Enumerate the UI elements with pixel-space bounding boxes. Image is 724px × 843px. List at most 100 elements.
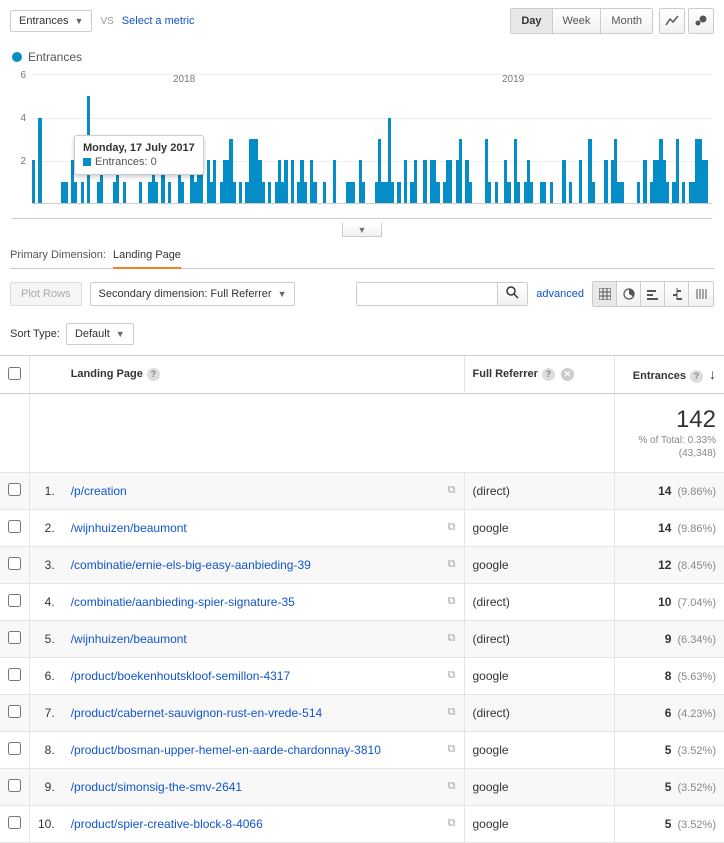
chart-bar [666, 182, 669, 203]
landing-page-link[interactable]: /p/creation [71, 484, 127, 498]
landing-page-link[interactable]: /combinatie/aanbieding-spier-signature-3… [71, 595, 295, 609]
chart-area: Entrances 6 4 2 Monday, 17 July 2017 Ent… [0, 42, 724, 237]
week-button[interactable]: Week [553, 9, 602, 33]
search-button[interactable] [497, 283, 527, 305]
chart-bar [682, 182, 685, 203]
row-checkbox[interactable] [8, 705, 21, 718]
expand-button[interactable]: ▼ [342, 223, 382, 237]
row-checkbox[interactable] [8, 779, 21, 792]
landing-page-link[interactable]: /wijnhuizen/beaumont [71, 521, 187, 535]
chart-bar [362, 182, 365, 203]
chart-bar [397, 182, 400, 203]
metric-label: Entrances [19, 15, 69, 27]
chart-bar [81, 182, 84, 203]
row-checkbox[interactable] [8, 668, 21, 681]
open-link-icon[interactable]: ⧉ [448, 817, 456, 830]
top-right: Day Week Month [510, 8, 714, 34]
landing-page-link[interactable]: /product/cabernet-sauvignon-rust-en-vred… [71, 706, 322, 720]
help-icon[interactable]: ? [542, 368, 555, 381]
row-checkbox[interactable] [8, 483, 21, 496]
tooltip-title: Monday, 17 July 2017 [83, 142, 195, 154]
pie-chart-icon[interactable] [617, 282, 641, 306]
open-link-icon[interactable]: ⧉ [448, 595, 456, 608]
open-link-icon[interactable]: ⧉ [448, 632, 456, 645]
sort-select[interactable]: Default ▼ [66, 323, 134, 345]
advanced-link[interactable]: advanced [536, 288, 584, 300]
chart-bar [592, 182, 595, 203]
row-landing-page: /product/bosman-upper-hemel-en-aarde-cha… [63, 732, 464, 769]
help-icon[interactable]: ? [147, 368, 160, 381]
select-metric-link[interactable]: Select a metric [122, 15, 195, 27]
open-link-icon[interactable]: ⧉ [448, 521, 456, 534]
plot-rows-button[interactable]: Plot Rows [10, 282, 82, 306]
sort-arrow-icon: ↓ [709, 366, 716, 382]
chart-bar [268, 182, 271, 203]
header-landing-page[interactable]: Landing Page? [63, 356, 464, 394]
header-lp-label: Landing Page [71, 368, 143, 380]
row-referrer: (direct) [464, 695, 614, 732]
chart-bar [495, 182, 498, 203]
row-referrer: google [464, 769, 614, 806]
chart-bar [543, 182, 546, 203]
row-checkbox[interactable] [8, 594, 21, 607]
open-link-icon[interactable]: ⧉ [448, 706, 456, 719]
dimension-value[interactable]: Landing Page [113, 249, 181, 269]
chart-bar [213, 160, 216, 203]
row-number: 7. [30, 695, 63, 732]
chart-bar [449, 160, 452, 203]
chart-bar [181, 182, 184, 203]
open-link-icon[interactable]: ⧉ [448, 669, 456, 682]
open-link-icon[interactable]: ⧉ [448, 484, 456, 497]
landing-page-link[interactable]: /product/bosman-upper-hemel-en-aarde-cha… [71, 743, 381, 757]
chart-plot[interactable]: Monday, 17 July 2017 Entrances: 0 [32, 74, 712, 204]
total-value: 142 [623, 406, 717, 434]
table-row: 10./product/spier-creative-block-8-4066⧉… [0, 806, 724, 843]
table-row: 3./combinatie/ernie-els-big-easy-aanbied… [0, 547, 724, 584]
landing-page-link[interactable]: /product/boekenhoutskloof-semillon-4317 [71, 669, 290, 683]
motion-chart-icon[interactable] [688, 8, 714, 34]
open-link-icon[interactable]: ⧉ [448, 780, 456, 793]
chart-bar [569, 182, 572, 203]
landing-page-link[interactable]: /product/spier-creative-block-8-4066 [71, 817, 263, 831]
landing-page-link[interactable]: /product/simonsig-the-smv-2641 [71, 780, 242, 794]
performance-icon[interactable] [641, 282, 665, 306]
x-axis: 2018 2019 [12, 74, 712, 88]
row-checkbox[interactable] [8, 557, 21, 570]
row-checkbox[interactable] [8, 631, 21, 644]
header-entrances[interactable]: Entrances?↓ [614, 356, 724, 394]
help-icon[interactable]: ? [690, 370, 703, 383]
data-table-icon[interactable] [593, 282, 617, 306]
sort-value: Default [75, 328, 110, 340]
row-checkbox[interactable] [8, 520, 21, 533]
line-chart-icon[interactable] [659, 8, 685, 34]
open-link-icon[interactable]: ⧉ [448, 743, 456, 756]
metric-selector[interactable]: Entrances ▼ [10, 10, 92, 32]
open-link-icon[interactable]: ⧉ [448, 558, 456, 571]
landing-page-link[interactable]: /combinatie/ernie-els-big-easy-aanbiedin… [71, 558, 311, 572]
secondary-dimension-selector[interactable]: Secondary dimension: Full Referrer ▼ [90, 282, 296, 306]
row-number: 2. [30, 510, 63, 547]
chart-bar [436, 182, 439, 203]
search-input[interactable] [357, 283, 497, 305]
pivot-icon[interactable] [689, 282, 713, 306]
day-button[interactable]: Day [511, 9, 552, 33]
chart-bar [579, 160, 582, 203]
chart-bar [168, 182, 171, 203]
chart-bar [313, 182, 316, 203]
x-label: 2018 [173, 74, 195, 85]
row-checkbox[interactable] [8, 816, 21, 829]
row-checkbox[interactable] [8, 742, 21, 755]
remove-column-icon[interactable]: ✕ [561, 368, 574, 381]
comparison-icon[interactable] [665, 282, 689, 306]
landing-page-link[interactable]: /wijnhuizen/beaumont [71, 632, 187, 646]
chart-bar [637, 182, 640, 203]
y-axis: 6 4 2 [12, 74, 30, 204]
row-referrer: (direct) [464, 473, 614, 510]
row-entrances: 6(4.23%) [614, 695, 724, 732]
month-button[interactable]: Month [601, 9, 652, 33]
controls-left: Plot Rows Secondary dimension: Full Refe… [10, 282, 295, 306]
caret-down-icon: ▼ [278, 289, 287, 299]
header-full-referrer[interactable]: Full Referrer?✕ [464, 356, 614, 394]
x-label: 2019 [502, 74, 524, 85]
select-all-checkbox[interactable] [8, 367, 21, 380]
